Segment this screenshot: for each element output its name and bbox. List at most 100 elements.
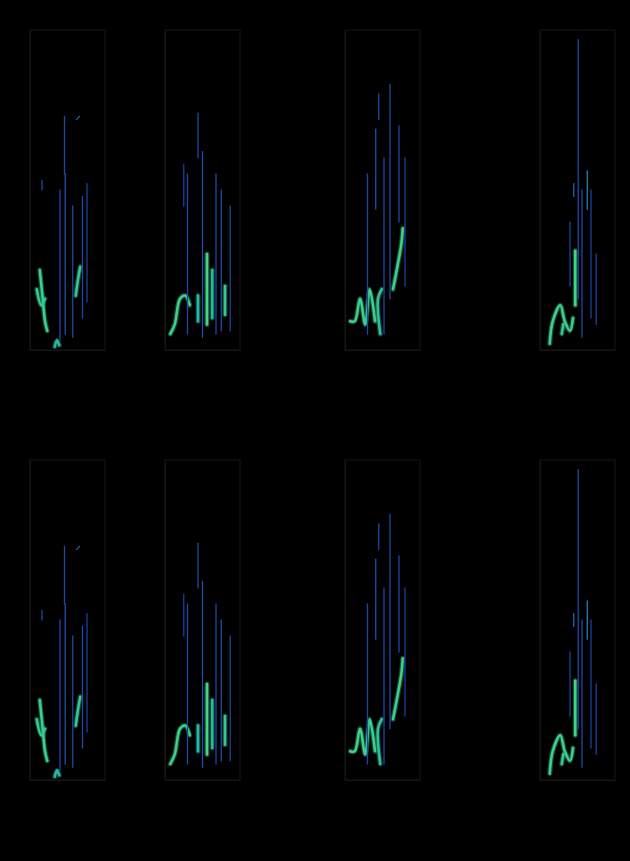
spectrogram-panel — [165, 460, 241, 781]
energy-trace — [367, 604, 368, 764]
spectrogram-panel — [165, 30, 241, 351]
energy-trace — [375, 129, 376, 209]
energy-trace — [72, 636, 73, 767]
energy-trace — [82, 626, 83, 748]
energy-trace — [398, 556, 399, 652]
background — [0, 0, 630, 861]
energy-trace — [76, 697, 81, 726]
energy-glow — [573, 251, 578, 305]
plot-area — [37, 546, 87, 776]
energy-trace — [37, 289, 45, 305]
energy-trace — [86, 184, 87, 302]
energy-trace — [573, 184, 574, 197]
energy-glow — [205, 684, 210, 754]
energy-trace — [569, 222, 570, 286]
energy-trace — [224, 716, 227, 745]
energy-trace — [562, 324, 564, 334]
energy-trace — [72, 206, 73, 337]
energy-trace — [41, 610, 42, 620]
energy-trace — [581, 190, 582, 337]
energy-trace — [550, 305, 573, 343]
energy-trace — [398, 126, 399, 222]
energy-glow — [562, 324, 564, 334]
energy-trace — [221, 620, 222, 761]
energy-trace — [596, 684, 597, 754]
energy-trace — [378, 289, 382, 334]
energy-glow — [37, 289, 45, 305]
energy-trace — [350, 719, 375, 754]
energy-trace — [197, 113, 198, 158]
energy-trace — [569, 652, 570, 716]
energy-glow — [223, 716, 228, 745]
energy-trace — [37, 719, 45, 735]
energy-trace — [378, 94, 379, 120]
energy-trace — [64, 116, 65, 174]
plot-area — [350, 514, 405, 764]
energy-trace — [350, 289, 375, 324]
energy-trace — [206, 684, 209, 754]
energy-trace — [590, 190, 591, 318]
energy-trace — [550, 735, 573, 773]
spectrogram-panel — [30, 30, 106, 351]
plot-area — [550, 470, 597, 774]
energy-trace — [82, 196, 83, 318]
energy-trace — [86, 614, 87, 732]
energy-trace — [202, 582, 203, 768]
energy-trace — [375, 559, 376, 639]
energy-trace — [221, 190, 222, 331]
energy-glow — [223, 286, 228, 315]
plot-frame — [165, 30, 240, 350]
energy-trace — [211, 700, 214, 748]
energy-trace — [393, 658, 403, 719]
energy-trace — [573, 614, 574, 627]
energy-trace — [55, 340, 60, 346]
energy-glow — [76, 267, 81, 296]
energy-glow — [550, 305, 573, 343]
energy-trace — [590, 620, 591, 748]
plot-area — [170, 113, 230, 337]
energy-glow — [170, 726, 190, 764]
energy-trace — [574, 251, 577, 305]
energy-glow — [76, 697, 81, 726]
energy-trace — [187, 604, 188, 764]
energy-glow — [378, 289, 382, 334]
energy-trace — [206, 254, 209, 324]
spectrogram-panel — [540, 30, 616, 351]
energy-glow — [562, 754, 564, 764]
energy-trace — [596, 254, 597, 324]
energy-trace — [383, 588, 384, 764]
energy-trace — [367, 174, 368, 334]
energy-trace — [378, 719, 382, 764]
energy-glow — [393, 228, 403, 289]
energy-glow — [170, 296, 190, 334]
plot-area — [350, 84, 405, 334]
energy-trace — [41, 180, 42, 190]
energy-trace — [64, 546, 65, 604]
plot-area — [37, 116, 87, 346]
energy-glow — [196, 726, 201, 752]
energy-glow — [210, 270, 215, 318]
energy-trace — [55, 770, 60, 776]
energy-trace — [65, 174, 66, 334]
spectrogram-panel — [540, 460, 616, 781]
energy-trace — [77, 546, 80, 549]
plot-frame — [345, 30, 420, 350]
energy-trace — [59, 620, 60, 770]
plot-frame — [540, 30, 615, 350]
energy-glow — [205, 254, 210, 324]
energy-trace — [574, 681, 577, 735]
energy-glow — [350, 289, 375, 324]
energy-trace — [389, 84, 390, 298]
energy-trace — [562, 754, 564, 764]
energy-trace — [170, 296, 190, 334]
energy-trace — [183, 164, 184, 206]
energy-trace — [578, 470, 579, 729]
energy-trace — [215, 604, 216, 764]
energy-glow — [550, 735, 573, 773]
energy-trace — [230, 636, 231, 761]
energy-trace — [77, 116, 80, 119]
energy-trace — [578, 40, 579, 299]
energy-trace — [230, 206, 231, 331]
energy-trace — [65, 604, 66, 764]
energy-trace — [389, 514, 390, 728]
